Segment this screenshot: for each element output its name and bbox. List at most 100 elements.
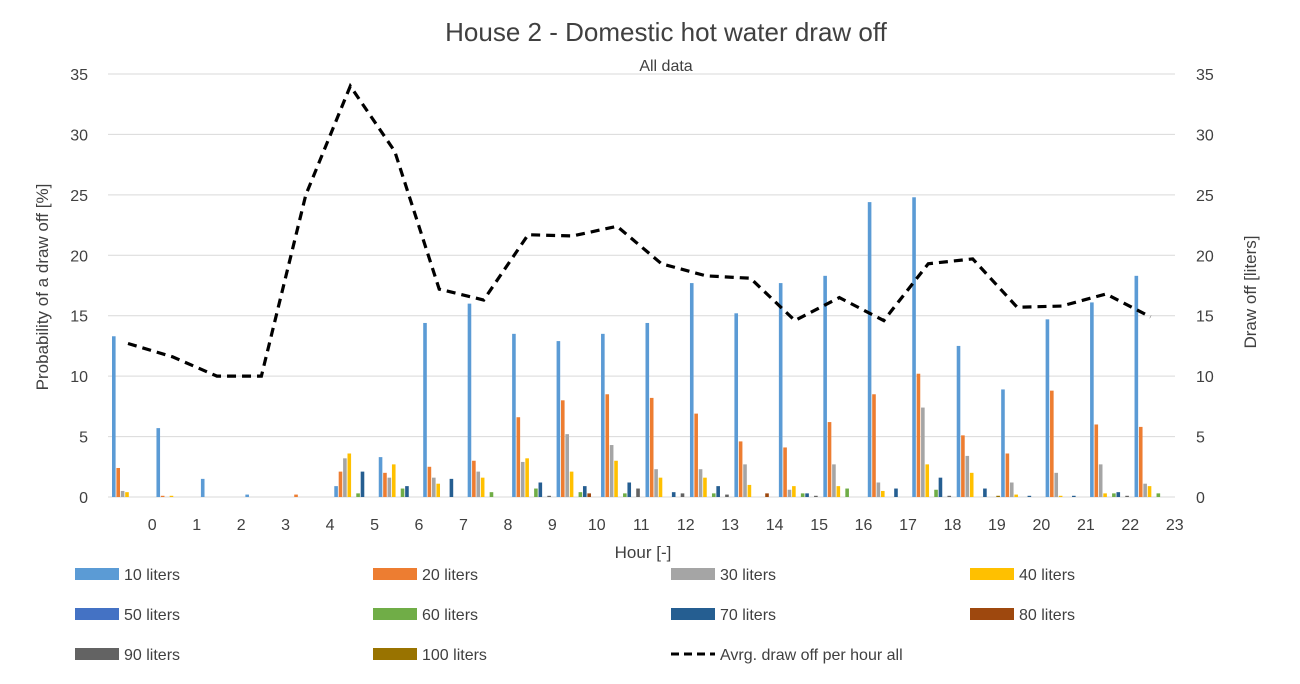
y-tick-label: 15 <box>70 309 88 326</box>
y-tick-label: 5 <box>79 430 88 447</box>
legend-label: 10 liters <box>124 567 180 584</box>
bar-60-liters-hour-23 <box>1156 493 1161 497</box>
bar-40-liters-hour-1 <box>169 495 174 497</box>
legend-label: 90 liters <box>124 647 180 664</box>
bar-40-liters-hour-0 <box>125 492 129 497</box>
legend-swatch <box>373 608 417 620</box>
bar-60-liters-hour-22 <box>1112 493 1116 497</box>
bar-10-liters-hour-20 <box>1001 389 1005 497</box>
bar-20-liters-hour-7 <box>427 466 432 497</box>
bar-70-liters-hour-10 <box>582 486 587 497</box>
bar-10-liters-hour-5 <box>334 486 338 497</box>
average-draw-off-line <box>127 82 1152 378</box>
bar-10-liters-hour-16 <box>823 275 827 497</box>
x-tick-label: 13 <box>721 517 739 534</box>
bar-20-liters-hour-10 <box>560 400 565 497</box>
bar-20-liters-hour-13 <box>694 413 698 497</box>
x-tick-label: 15 <box>810 517 828 534</box>
legend-swatch <box>970 608 1014 620</box>
bar-70-liters-hour-9 <box>538 482 543 497</box>
y-tick-label: 0 <box>79 490 88 507</box>
bar-40-liters-hour-21 <box>1058 495 1063 497</box>
legend-label: 100 liters <box>422 647 487 664</box>
x-tick-label: 8 <box>503 517 512 534</box>
bar-40-liters-hour-22 <box>1103 493 1107 497</box>
x-tick-label: 10 <box>588 517 606 534</box>
bars <box>112 197 1161 497</box>
bar-70-liters-hour-19 <box>983 488 987 497</box>
y2-axis-ticks: 0 5 10 15 20 25 30 35 <box>1196 67 1214 507</box>
bar-70-liters-hour-21 <box>1072 495 1076 497</box>
bar-20-liters-hour-12 <box>649 397 654 497</box>
bar-70-liters-hour-13 <box>716 486 720 497</box>
bar-10-liters-hour-15 <box>778 283 783 497</box>
x-tick-label: 0 <box>148 517 157 534</box>
bar-10-liters-hour-7 <box>423 322 427 497</box>
bar-10-liters-hour-17 <box>867 202 872 497</box>
bar-20-liters-hour-20 <box>1005 453 1010 497</box>
bar-70-liters-hour-22 <box>1116 492 1121 497</box>
legend-swatch <box>75 608 119 620</box>
bar-20-liters-hour-8 <box>472 460 476 497</box>
bar-90-liters-hour-11 <box>636 488 640 497</box>
gridlines <box>108 73 1175 498</box>
bar-30-liters-hour-7 <box>432 477 436 497</box>
bar-60-liters-hour-16 <box>845 488 849 497</box>
bar-30-liters-hour-19 <box>965 455 970 497</box>
y2-tick-label: 35 <box>1196 67 1214 84</box>
bar-20-liters-hour-23 <box>1138 426 1143 497</box>
bar-60-liters-hour-15 <box>800 493 805 497</box>
bar-20-liters-hour-22 <box>1094 424 1099 497</box>
bar-70-liters-hour-11 <box>627 482 632 497</box>
x-tick-label: 23 <box>1166 517 1184 534</box>
bar-30-liters-hour-11 <box>609 445 614 497</box>
bar-70-liters-hour-17 <box>894 488 898 497</box>
bar-30-liters-hour-8 <box>476 471 481 497</box>
bar-20-liters-hour-6 <box>383 472 387 497</box>
bar-100-liters-hour-19 <box>996 495 1000 497</box>
y-tick-label: 20 <box>70 248 88 265</box>
x-tick-label: 4 <box>326 517 335 534</box>
bar-40-liters-hour-20 <box>1014 494 1018 497</box>
bar-10-liters-hour-22 <box>1090 302 1094 497</box>
bar-10-liters-hour-18 <box>912 197 916 497</box>
legend-swatch <box>671 568 715 580</box>
bar-40-liters-hour-11 <box>614 460 618 497</box>
bar-30-liters-hour-23 <box>1143 483 1147 497</box>
bar-30-liters-hour-6 <box>387 477 392 497</box>
x-tick-label: 2 <box>237 517 246 534</box>
bar-10-liters-hour-21 <box>1045 319 1050 497</box>
legend-swatch <box>75 568 119 580</box>
bar-40-liters-hour-16 <box>836 486 841 497</box>
y-tick-label: 30 <box>70 127 88 144</box>
legend-label: 60 liters <box>422 607 478 624</box>
x-tick-label: 17 <box>899 517 917 534</box>
bar-30-liters-hour-5 <box>343 458 347 497</box>
bar-10-liters-hour-2 <box>200 478 205 497</box>
bar-10-liters-hour-0 <box>112 336 116 497</box>
bar-10-liters-hour-3 <box>245 494 249 497</box>
y-tick-label: 25 <box>70 188 88 205</box>
bar-20-liters-hour-4 <box>294 494 298 497</box>
bar-30-liters-hour-10 <box>565 434 569 497</box>
bar-40-liters-hour-9 <box>525 458 529 497</box>
bar-90-liters-hour-9 <box>547 495 551 497</box>
bar-10-liters-hour-14 <box>734 313 739 497</box>
x-tick-label: 5 <box>370 517 379 534</box>
y2-tick-label: 5 <box>1196 430 1205 447</box>
bar-30-liters-hour-14 <box>743 464 747 497</box>
bar-90-liters-hour-18 <box>947 495 952 497</box>
bar-90-liters-hour-15 <box>814 495 818 497</box>
bar-60-liters-hour-8 <box>489 492 494 497</box>
bar-60-liters-hour-11 <box>623 493 627 497</box>
bar-30-liters-hour-16 <box>832 464 836 497</box>
bar-40-liters-hour-15 <box>792 486 796 497</box>
x-tick-label: 11 <box>633 517 650 534</box>
bar-60-liters-hour-9 <box>534 488 538 497</box>
bar-20-liters-hour-5 <box>338 471 343 497</box>
bar-30-liters-hour-17 <box>876 482 881 497</box>
x-tick-label: 14 <box>766 517 784 534</box>
legend: 10 liters 20 liters 30 liters 40 liters 50 l… <box>75 567 1075 664</box>
x-tick-label: 21 <box>1077 517 1095 534</box>
